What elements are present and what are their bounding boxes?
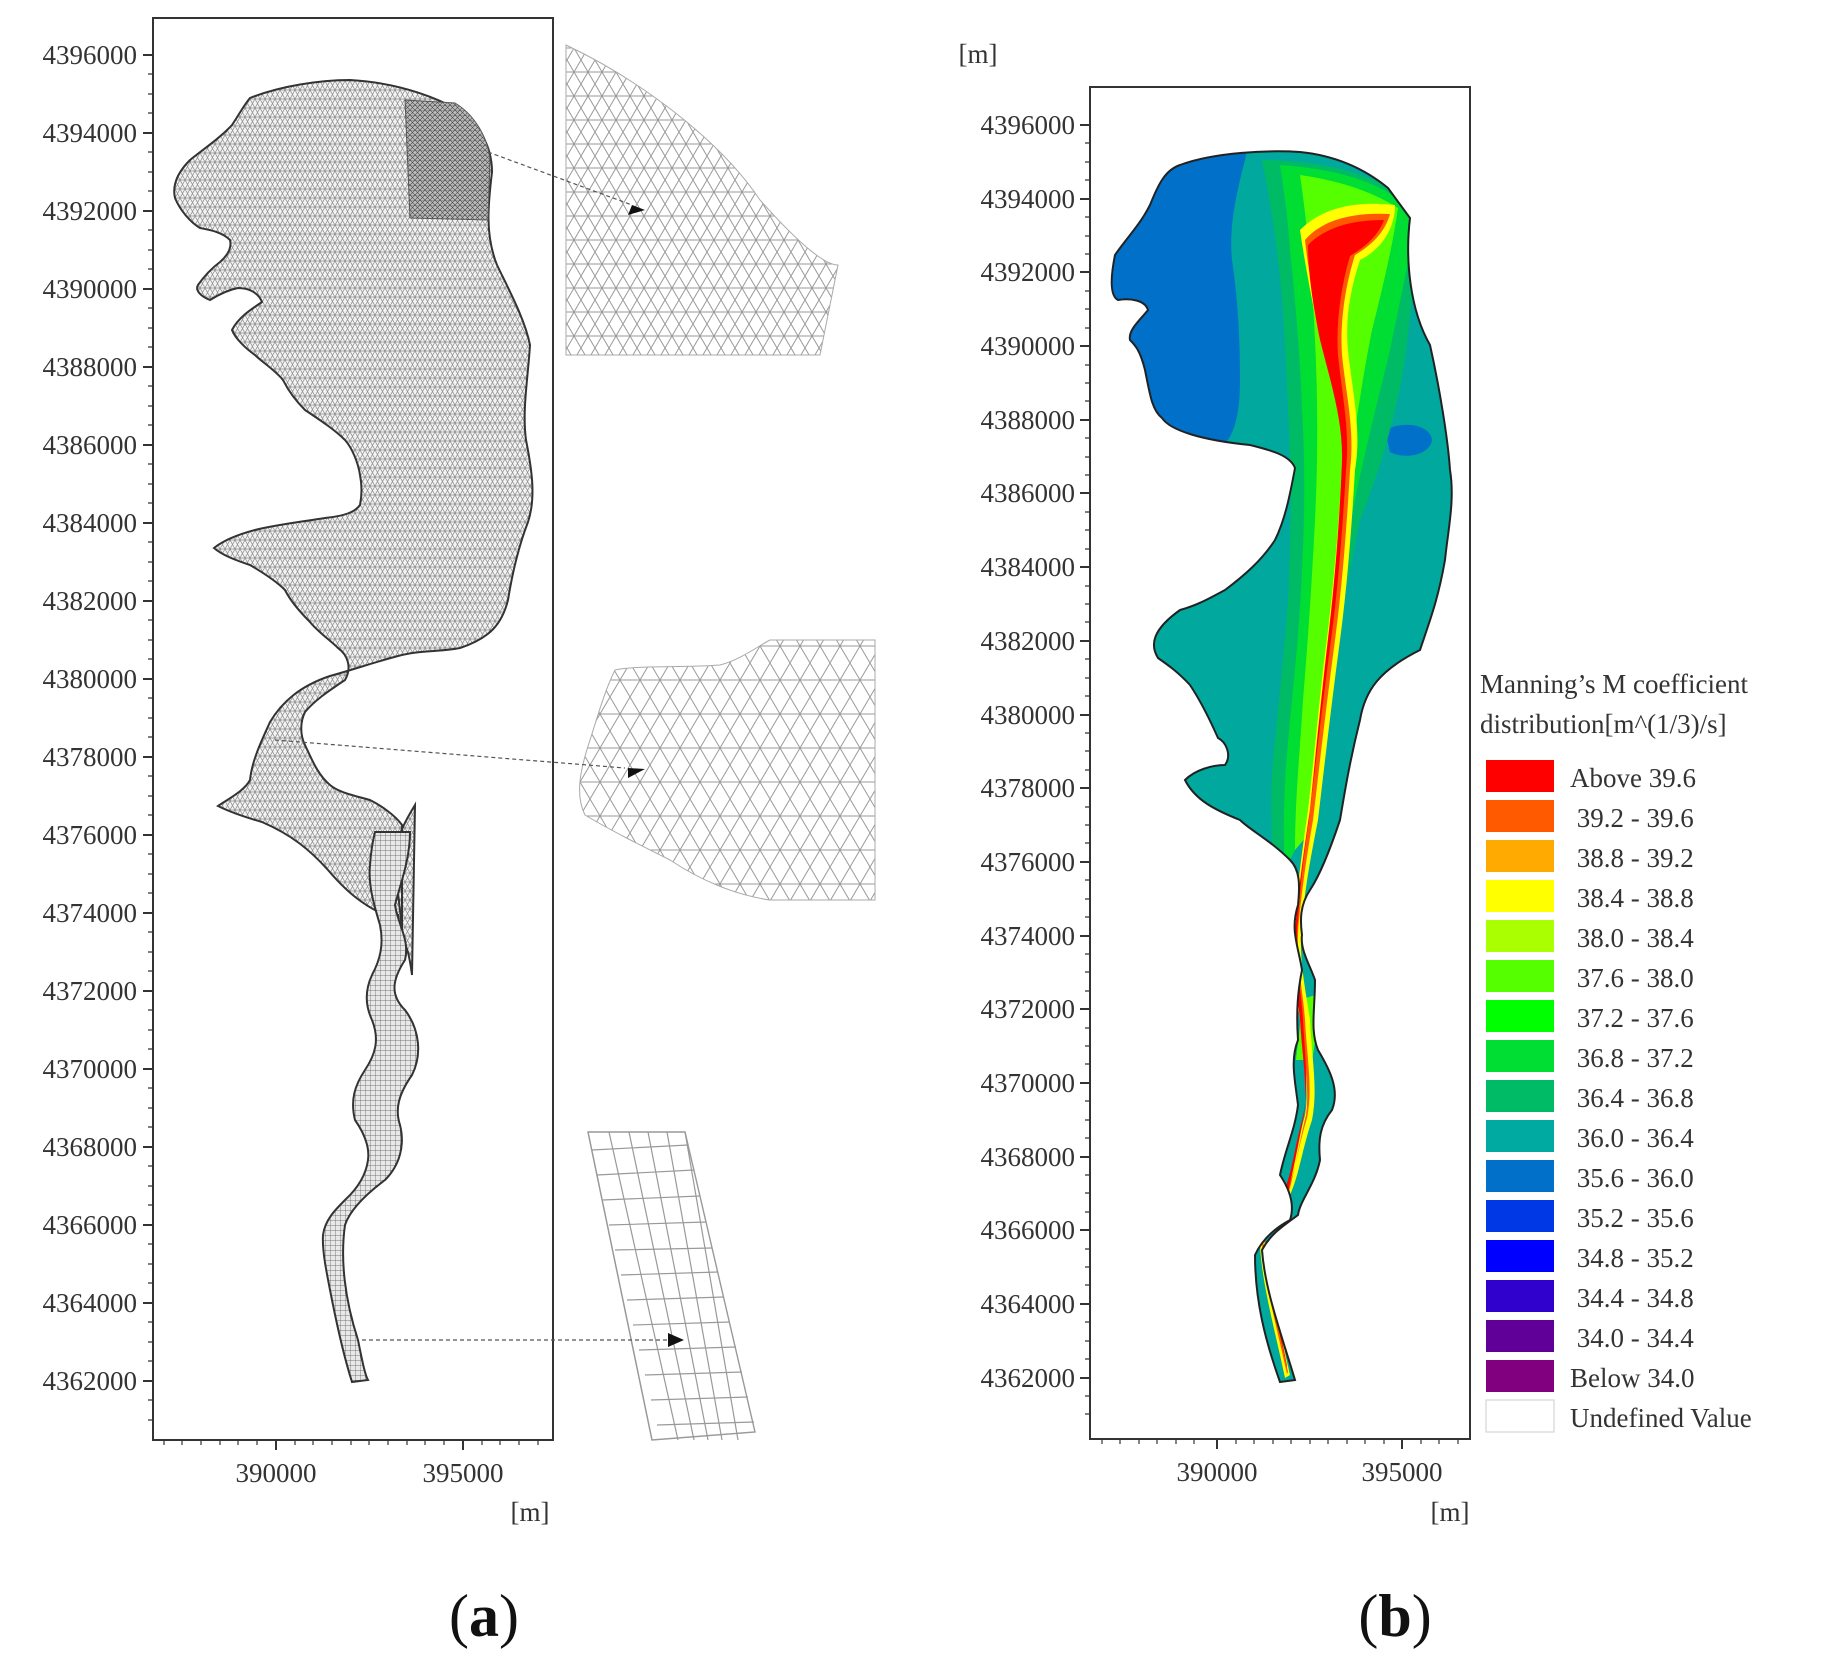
legend-title-line2: distribution[m^(1/3)/s] [1480, 709, 1727, 739]
legend-label: Undefined Value [1570, 1403, 1752, 1433]
legend-swatch [1486, 800, 1554, 832]
panel-a-x-axis: 390000 395000 [m] [163, 1440, 550, 1527]
panel-b-y-tick: 4362000 [981, 1363, 1076, 1393]
legend-label: Above 39.6 [1570, 763, 1696, 793]
legend-label: 36.4 - 36.8 [1570, 1083, 1694, 1113]
panel-b: [m] 4396000 4394000 4392000 4390000 4388… [959, 39, 1752, 1649]
legend-label: 38.0 - 38.4 [1570, 923, 1694, 953]
legend-swatch [1486, 960, 1554, 992]
panel-b-y-tick: 4396000 [981, 110, 1076, 140]
panel-a-y-tick: 4372000 [43, 976, 138, 1006]
legend-label: 35.6 - 36.0 [1570, 1163, 1694, 1193]
panel-a-y-tick: 4390000 [43, 274, 138, 304]
panel-a-y-tick: 4388000 [43, 352, 138, 382]
panel-b-y-tick: 4376000 [981, 847, 1076, 877]
panel-b-y-tick: 4368000 [981, 1142, 1076, 1172]
panel-b-y-tick: 4394000 [981, 184, 1076, 214]
panel-a-y-tick: 4376000 [43, 820, 138, 850]
panel-b-x-tick: 390000 [1177, 1457, 1258, 1487]
legend-swatch [1486, 840, 1554, 872]
legend-swatch [1486, 1280, 1554, 1312]
legend-label: 36.0 - 36.4 [1570, 1123, 1694, 1153]
legend-swatch [1486, 1240, 1554, 1272]
legend-label: 35.2 - 35.6 [1570, 1203, 1694, 1233]
panel-b-y-tick: 4392000 [981, 257, 1076, 287]
panel-a-y-tick: 4378000 [43, 742, 138, 772]
legend-swatch [1485, 1399, 1555, 1433]
panel-a-y-tick: 4386000 [43, 430, 138, 460]
panel-a-zoom-inset-bottom [587, 1131, 756, 1441]
panel-a-y-tick: 4366000 [43, 1210, 138, 1240]
panel-a-y-tick: 4364000 [43, 1288, 138, 1318]
legend-swatch [1486, 1040, 1554, 1072]
panel-b-y-tick: 4386000 [981, 478, 1076, 508]
legend-label: 36.8 - 37.2 [1570, 1043, 1694, 1073]
panel-b-y-tick: 4390000 [981, 331, 1076, 361]
panel-a-y-axis: 4396000 4394000 4392000 4390000 4388000 … [43, 40, 153, 1421]
panel-a-y-tick: 4394000 [43, 118, 138, 148]
panel-a-x-tick: 395000 [423, 1458, 504, 1488]
panel-a-y-tick: 4362000 [43, 1366, 138, 1396]
panel-b-y-tick: 4372000 [981, 994, 1076, 1024]
panel-b-y-tick: 4364000 [981, 1289, 1076, 1319]
panel-a-y-tick: 4374000 [43, 898, 138, 928]
panel-a-zoom-inset-top [565, 44, 839, 356]
legend-label: 39.2 - 39.6 [1570, 803, 1694, 833]
panel-b-x-axis: 390000 395000 [m] [1101, 1439, 1470, 1527]
legend-swatch [1486, 760, 1554, 792]
panel-b-y-tick: 4374000 [981, 921, 1076, 951]
legend-swatch [1486, 1360, 1554, 1392]
legend-swatch [1486, 1320, 1554, 1352]
panel-b-x-tick: 395000 [1362, 1457, 1443, 1487]
panel-b-y-tick: 4388000 [981, 405, 1076, 435]
panel-a-x-unit: [m] [511, 1497, 550, 1527]
panel-a-lake-mesh [173, 78, 534, 976]
panel-a-leader-arrows [274, 151, 684, 1347]
legend-title-line1: Manning’s M coefficient [1480, 669, 1748, 699]
panel-b-y-tick: 4366000 [981, 1215, 1076, 1245]
legend-label: 34.4 - 34.8 [1570, 1283, 1694, 1313]
legend-label: Below 34.0 [1570, 1363, 1695, 1393]
panel-b-y-axis: 4396000 4394000 4392000 4390000 4388000 … [981, 110, 1090, 1415]
panel-a-y-tick: 4384000 [43, 508, 138, 538]
panel-b-y-unit: [m] [959, 39, 998, 69]
panel-a-label: (a) [449, 1583, 519, 1649]
panel-b-y-tick: 4382000 [981, 626, 1076, 656]
legend-items: Above 39.6 39.2 - 39.6 38.8 - 39.2 38.4 … [1485, 760, 1752, 1433]
panel-a-x-tick: 390000 [236, 1458, 317, 1488]
legend-swatch [1486, 1200, 1554, 1232]
panel-a-y-tick: 4380000 [43, 664, 138, 694]
panel-b-legend: Manning’s M coefficient distribution[m^(… [1480, 669, 1752, 1433]
panel-a-y-tick: 4370000 [43, 1054, 138, 1084]
legend-swatch [1486, 1160, 1554, 1192]
panel-a-y-tick: 4368000 [43, 1132, 138, 1162]
panel-b-y-tick: 4384000 [981, 552, 1076, 582]
legend-label: 34.0 - 34.4 [1570, 1323, 1694, 1353]
legend-label: 38.4 - 38.8 [1570, 883, 1694, 913]
legend-label: 37.2 - 37.6 [1570, 1003, 1694, 1033]
panel-a-river-mesh [321, 831, 420, 1384]
legend-swatch [1486, 1000, 1554, 1032]
panel-a-y-tick: 4396000 [43, 40, 138, 70]
panel-b-y-tick: 4370000 [981, 1068, 1076, 1098]
legend-label: 37.6 - 38.0 [1570, 963, 1694, 993]
legend-swatch [1486, 1120, 1554, 1152]
panel-b-y-tick: 4378000 [981, 773, 1076, 803]
panel-b-label: (b) [1358, 1583, 1431, 1649]
panel-a-y-tick: 4392000 [43, 196, 138, 226]
panel-b-x-unit: [m] [1431, 1497, 1470, 1527]
panel-a-dense-mesh-patch [404, 99, 491, 221]
legend-swatch [1486, 1080, 1554, 1112]
panel-a-y-tick: 4382000 [43, 586, 138, 616]
panel-a: 4396000 4394000 4392000 4390000 4388000 … [43, 17, 876, 1649]
panel-a-zoom-inset-middle [579, 639, 876, 901]
legend-label: 34.8 - 35.2 [1570, 1243, 1694, 1273]
legend-swatch [1486, 880, 1554, 912]
panel-b-y-tick: 4380000 [981, 700, 1076, 730]
legend-label: 38.8 - 39.2 [1570, 843, 1694, 873]
legend-swatch [1486, 920, 1554, 952]
